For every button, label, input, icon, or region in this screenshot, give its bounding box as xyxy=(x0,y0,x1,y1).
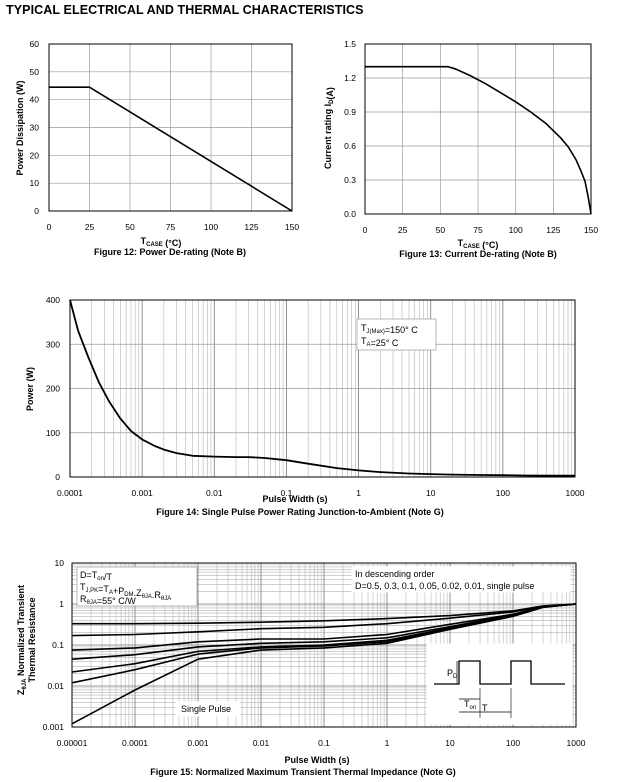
fig15-xtick: 1000 xyxy=(567,738,586,748)
fig12-ylabel: Power Dissipation (W) xyxy=(15,80,25,175)
fig15-ytick: 0.001 xyxy=(43,722,65,732)
fig13-xtick: 100 xyxy=(509,225,523,235)
fig14-caption: Figure 14: Single Pulse Power Rating Jun… xyxy=(156,507,444,517)
fig14-ytick: 300 xyxy=(46,339,60,349)
fig15-eq-tj-part: =T xyxy=(98,584,109,594)
fig15-ytick: 0.01 xyxy=(47,681,64,691)
fig12-xtick: 50 xyxy=(125,222,135,232)
fig15-eq-r-part: =55° C/W xyxy=(97,596,136,606)
fig13-ytick: 1.2 xyxy=(344,73,356,83)
fig15-xtick: 1 xyxy=(385,738,390,748)
fig13-caption: Figure 13: Current De-rating (Note B) xyxy=(399,249,557,259)
fig12-ytick: 40 xyxy=(30,95,40,105)
fig15-xtick: 0.0001 xyxy=(122,738,148,748)
fig14-xtick: 0.001 xyxy=(132,488,154,498)
fig15-eq-d-sub: on xyxy=(97,576,104,582)
fig12-ytick: 10 xyxy=(30,178,40,188)
fig13-xtick: 75 xyxy=(473,225,483,235)
fig15-pd-label-sub: D xyxy=(453,674,458,680)
fig13-ylabel-part: Current rating I xyxy=(323,104,333,169)
fig15-xlabel: Pulse Width (s) xyxy=(285,755,350,765)
fig15-t-label: T xyxy=(482,703,488,713)
fig14-xtick: 1 xyxy=(356,488,361,498)
fig12-xtick: 0 xyxy=(47,222,52,232)
fig15-xtick: 0.1 xyxy=(318,738,330,748)
fig12-xtick: 125 xyxy=(244,222,258,232)
fig15-eq-tj-part: +P xyxy=(113,586,124,596)
charts-canvas: 0 25 50 75 100 125 1500102030405060TCASE (°C)F… xyxy=(0,0,626,782)
fig13-ytick: 0.3 xyxy=(344,175,356,185)
fig15-eq-tj-sub: θJA xyxy=(161,596,171,602)
fig14-ylabel: Power (W) xyxy=(25,367,35,411)
fig13-ytick: 0.9 xyxy=(344,107,356,117)
fig15-ton-label-sub: on xyxy=(470,705,477,711)
fig15-ytick: 10 xyxy=(55,558,65,568)
fig15-ylabel-rest: Normalized Transient xyxy=(16,585,26,679)
fig15-ylabel-line2: Thermal Resistance xyxy=(27,597,37,682)
fig14-ytick: 400 xyxy=(46,295,60,305)
fig15-eq-tj-sub: J,PK xyxy=(86,588,99,594)
fig14-xtick: 0.0001 xyxy=(57,488,83,498)
fig15-eq-tj-sub: θJA xyxy=(142,594,152,600)
fig15-xtick: 0.01 xyxy=(253,738,270,748)
fig14-legend-ta-part: =25° C xyxy=(371,338,399,348)
fig15-single-pulse-label: Single Pulse xyxy=(181,704,231,714)
fig12-ytick: 20 xyxy=(30,150,40,160)
fig12-ytick: 50 xyxy=(30,67,40,77)
fig14-xtick: 100 xyxy=(496,488,510,498)
fig12-ytick: 30 xyxy=(30,123,40,133)
fig14-legend-tj-part: =150° C xyxy=(385,325,418,335)
fig13-xtick: 150 xyxy=(584,225,598,235)
fig12-caption: Figure 12: Power De-rating (Note B) xyxy=(94,247,246,257)
fig13-xtick: 125 xyxy=(546,225,560,235)
fig15-order-line1: In descending order xyxy=(355,569,435,579)
fig14-ytick: 0 xyxy=(55,472,60,482)
fig13-xtick: 50 xyxy=(436,225,446,235)
fig15-xtick: 0.001 xyxy=(187,738,209,748)
fig13-xtick: 0 xyxy=(363,225,368,235)
fig12-xtick: 75 xyxy=(166,222,176,232)
fig14-xtick: 10 xyxy=(426,488,436,498)
fig15-xtick: 10 xyxy=(445,738,455,748)
fig13-ylabel-part: (A) xyxy=(325,87,335,100)
fig13-ytick: 1.5 xyxy=(344,39,356,49)
fig15-eq-r-sub: θJA xyxy=(87,600,97,606)
fig15-ytick: 0.1 xyxy=(52,640,64,650)
fig12-xtick: 25 xyxy=(85,222,95,232)
fig14-series-line xyxy=(70,300,575,476)
fig12-xtick: 150 xyxy=(285,222,299,232)
fig14-xlabel: Pulse Width (s) xyxy=(263,494,328,504)
fig15-xtick: 100 xyxy=(506,738,520,748)
fig14-ytick: 100 xyxy=(46,428,60,438)
fig13-ylabel: Current rating ID(A) xyxy=(323,87,335,169)
fig12-ytick: 60 xyxy=(30,39,40,49)
fig15-eq-d-part: /T xyxy=(104,572,113,582)
fig15-ytick: 1 xyxy=(59,599,64,609)
fig12-ytick: 0 xyxy=(34,206,39,216)
fig13-ytick: 0.0 xyxy=(344,209,356,219)
fig13-xtick: 25 xyxy=(398,225,408,235)
fig14-xtick: 1000 xyxy=(566,488,585,498)
fig14-xtick: 0.01 xyxy=(206,488,223,498)
fig15-eq-d-part: D=T xyxy=(80,570,98,580)
fig15-xtick: 0.00001 xyxy=(57,738,88,748)
fig12-xtick: 100 xyxy=(204,222,218,232)
fig13-ytick: 0.6 xyxy=(344,141,356,151)
fig14-ytick: 200 xyxy=(46,384,60,394)
fig15-order-line2: D=0.5, 0.3, 0.1, 0.05, 0.02, 0.01, singl… xyxy=(355,581,534,591)
fig15-caption: Figure 15: Normalized Maximum Transient … xyxy=(150,767,456,777)
fig14-legend-tj-sub: J(Max) xyxy=(367,329,385,335)
